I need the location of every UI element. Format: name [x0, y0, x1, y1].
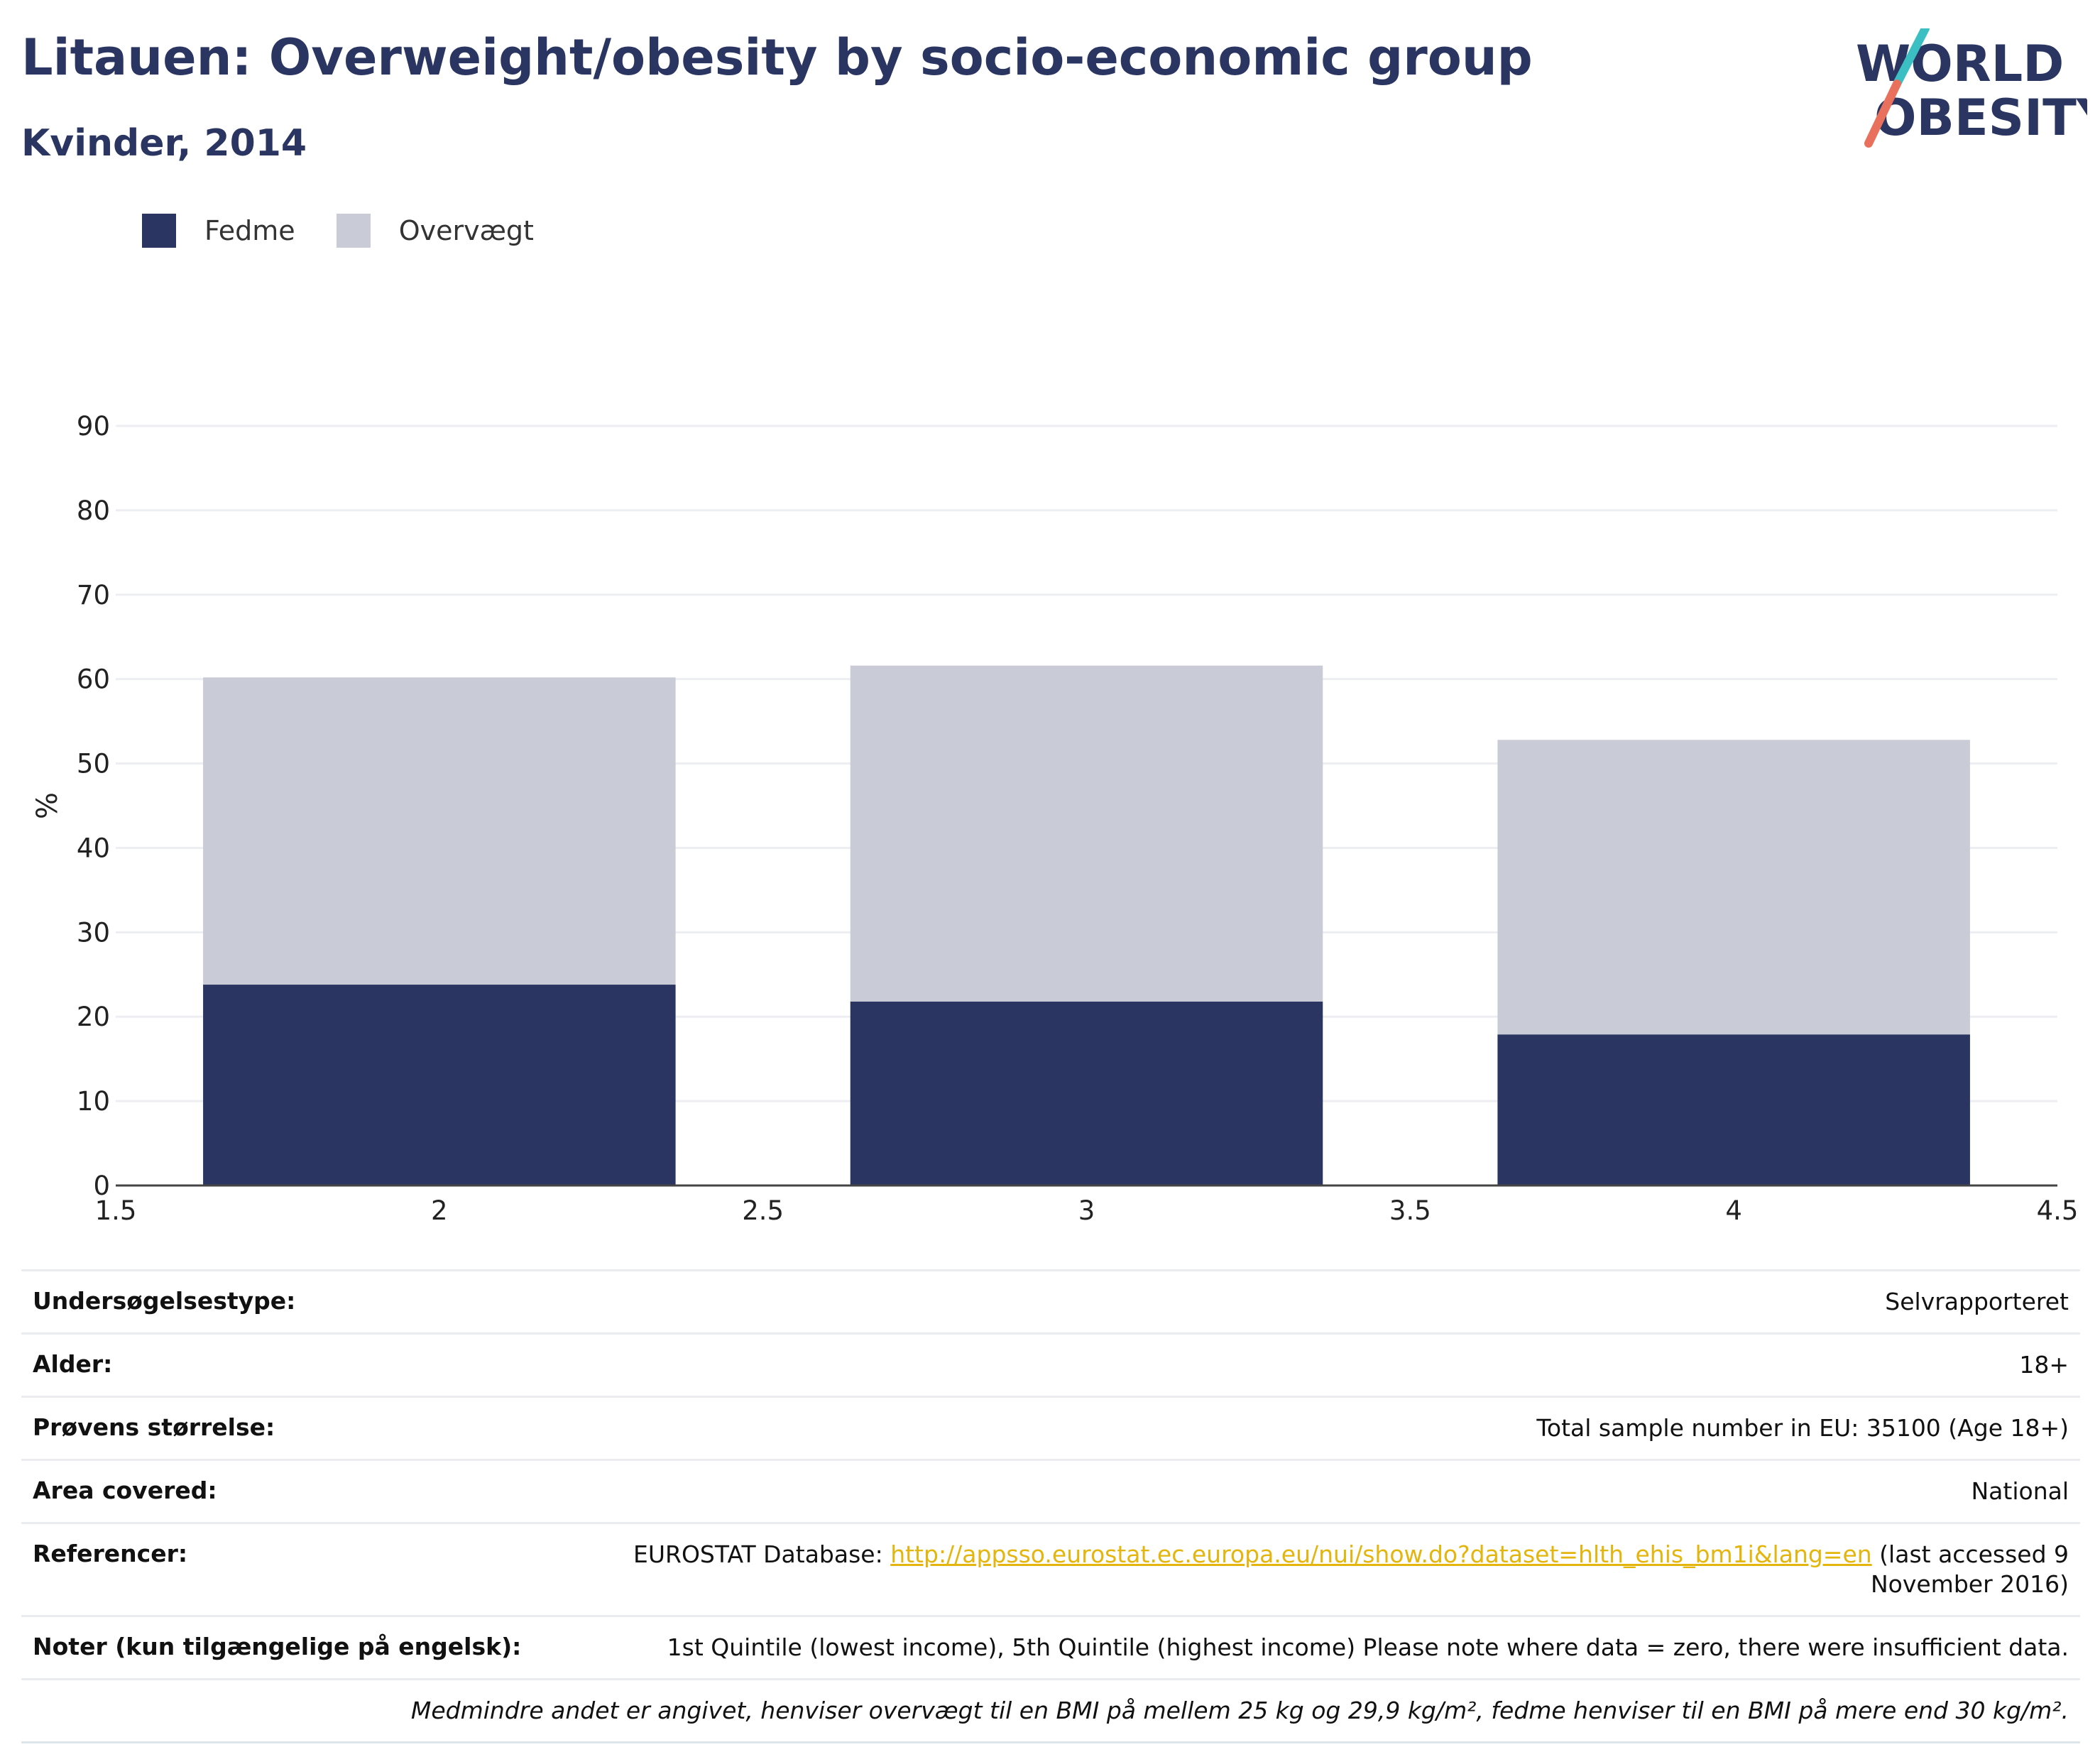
x-tick-label: 1.5 — [95, 1195, 137, 1226]
info-row-survey-type: Undersøgelsestype: Selvrapporteret — [21, 1269, 2080, 1332]
bar-chart: 0 10 20 30 40 50 60 70 80 90% 1.5 2 2.5 3 3.5 4 4.5 — [31, 411, 2079, 1226]
legend-label-fedme: Fedme — [204, 215, 295, 246]
info-row-notes: Noter (kun tilgængelige på engelsk): 1st… — [21, 1615, 2080, 1678]
legend-item-fedme[interactable]: Fedme — [142, 214, 295, 248]
references-value: EUROSTAT Database: http://appsso.eurosta… — [542, 1540, 2069, 1599]
info-table: Undersøgelsestype: Selvrapporteret Alder… — [21, 1269, 2080, 1743]
bar-fedme — [850, 1001, 1323, 1185]
y-tick-label: 30 — [77, 917, 110, 948]
y-tick-label: 50 — [77, 749, 110, 779]
x-tick-label: 2.5 — [742, 1195, 784, 1226]
bar-overvaegt — [1497, 740, 1970, 1035]
logo-line1: WORLD — [1856, 35, 2064, 93]
notes-value: 1st Quintile (lowest income), 5th Quinti… — [667, 1633, 2069, 1661]
references-label: Referencer: — [33, 1540, 188, 1567]
x-tick-label: 2 — [431, 1195, 448, 1226]
age-label: Alder: — [33, 1350, 113, 1378]
info-row-area: Area covered: National — [21, 1459, 2080, 1522]
references-link[interactable]: http://appsso.eurostat.ec.europa.eu/nui/… — [890, 1540, 1872, 1568]
x-tick-label: 3 — [1078, 1195, 1095, 1226]
survey-type-label: Undersøgelsestype: — [33, 1287, 296, 1315]
logo-slash-coral — [1864, 80, 1901, 148]
bar-overvaegt — [850, 665, 1323, 1002]
info-row-sample: Prøvens størrelse: Total sample number i… — [21, 1396, 2080, 1459]
y-tick-label: 10 — [77, 1086, 110, 1117]
world-obesity-logo: WORLD OBESITY — [1856, 28, 2087, 148]
bar-fedme — [1497, 1034, 1970, 1185]
area-value: National — [1971, 1477, 2069, 1505]
info-row-references: Referencer: EUROSTAT Database: http://ap… — [21, 1522, 2080, 1615]
x-tick-label: 3.5 — [1389, 1195, 1431, 1226]
y-tick-label: 70 — [77, 580, 110, 610]
y-tick-label: 60 — [77, 664, 110, 695]
y-tick-label: 20 — [77, 1002, 110, 1032]
page-subtitle: Kvinder, 2014 — [21, 122, 307, 165]
references-suffix: (last accessed 9 November 2016) — [1870, 1540, 2069, 1598]
page-title: Litauen: Overweight/obesity by socio-eco… — [21, 28, 1533, 87]
bar-overvaegt — [203, 677, 676, 985]
y-axis-label: % — [31, 792, 64, 819]
legend-item-overvaegt[interactable]: Overvægt — [336, 214, 534, 248]
references-prefix: EUROSTAT Database: — [633, 1540, 891, 1568]
y-tick-label: 0 — [93, 1171, 110, 1201]
bar-fedme — [203, 985, 676, 1185]
sample-label: Prøvens størrelse: — [33, 1413, 275, 1441]
age-value: 18+ — [2019, 1351, 2069, 1379]
legend-swatch-overvaegt — [336, 214, 371, 248]
area-label: Area covered: — [33, 1477, 217, 1504]
x-tick-label: 4.5 — [2037, 1195, 2079, 1226]
footnote-text: Medmindre andet er angivet, henviser ove… — [410, 1697, 2069, 1724]
legend-swatch-fedme — [142, 214, 176, 248]
y-tick-label: 90 — [77, 411, 110, 442]
notes-label: Noter (kun tilgængelige på engelsk): — [33, 1633, 522, 1660]
chart-legend: Fedme Overvægt — [142, 209, 575, 252]
sample-value: Total sample number in EU: 35100 (Age 18… — [1536, 1414, 2069, 1442]
info-row-footnote: Medmindre andet er angivet, henviser ove… — [21, 1678, 2080, 1743]
survey-type-value: Selvrapporteret — [1885, 1288, 2069, 1315]
y-tick-label: 80 — [77, 495, 110, 526]
y-tick-label: 40 — [77, 833, 110, 863]
logo-slash-teal — [1893, 28, 1930, 88]
x-tick-label: 4 — [1725, 1195, 1742, 1226]
legend-label-overvaegt: Overvægt — [398, 215, 534, 246]
info-row-age: Alder: 18+ — [21, 1332, 2080, 1396]
logo-line2: OBESITY — [1874, 89, 2087, 147]
